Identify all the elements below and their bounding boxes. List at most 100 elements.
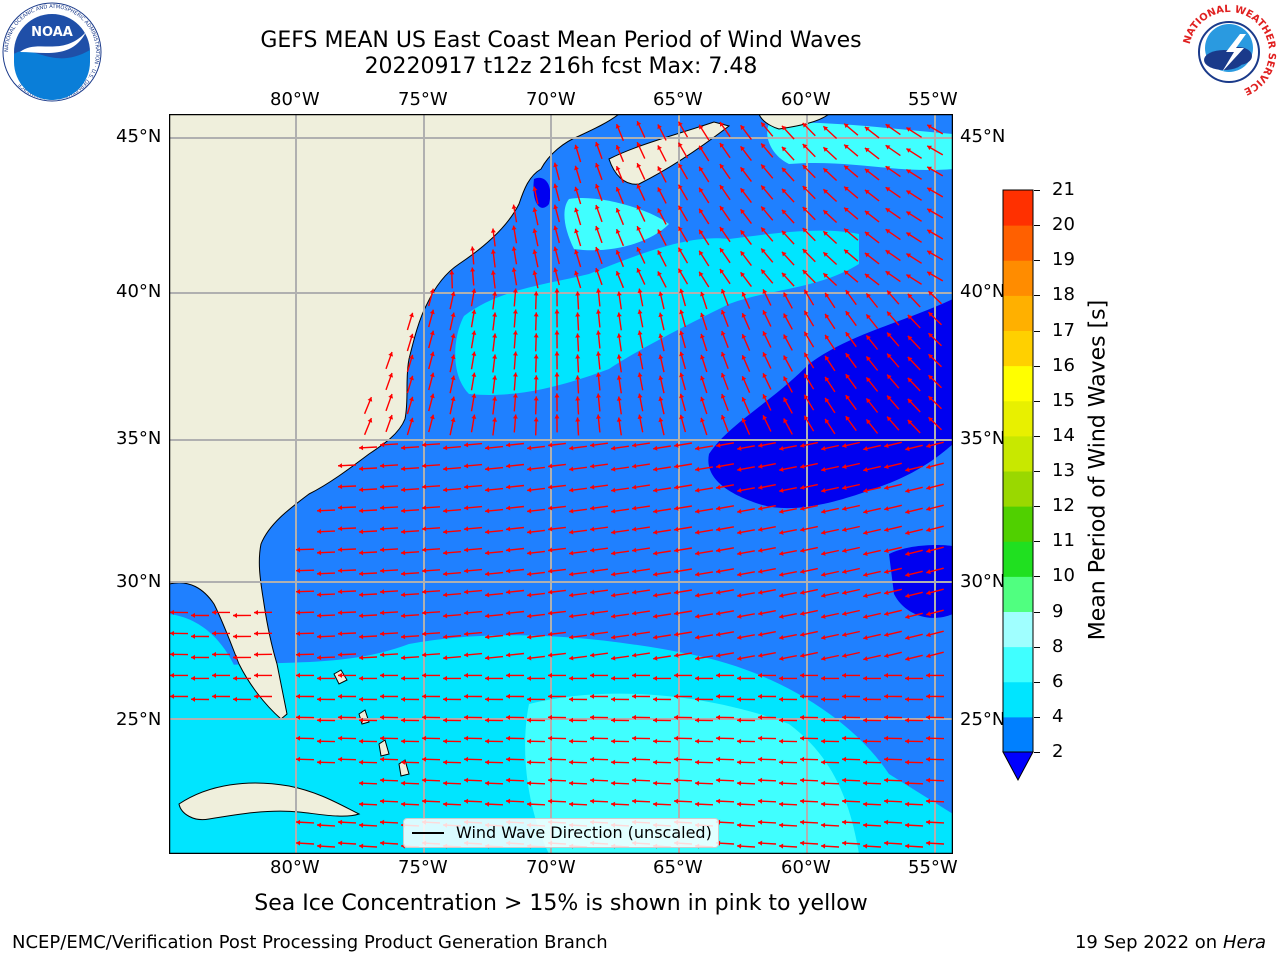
wind-arrow-head [611,780,616,786]
wind-arrow-head [554,393,560,398]
wind-arrow-head [401,571,406,577]
wind-arrow-head [527,759,532,765]
wind-arrow-head [842,840,847,846]
wind-arrow-head [885,145,891,150]
wind-arrow-head [443,780,448,786]
wind-arrow-head [653,717,657,723]
wind-arrow-head [842,798,847,804]
wind-arrow-head [233,634,237,639]
wind-arrow-head [779,843,784,849]
wind-arrow-head [595,142,600,147]
wind-arrow-head [758,610,763,616]
lon-tick-bottom: 55°W [908,857,958,878]
wind-arrow-head [844,207,849,213]
wind-arrow-head [527,571,532,577]
wind-arrow-head [401,445,406,451]
wind-arrow-head [842,464,847,469]
wind-arrow-head [450,396,456,402]
wind-arrow-head [450,291,456,297]
wind-arrow-head [569,550,574,556]
wind-arrow-head [779,675,783,681]
wind-arrow-head [761,248,766,254]
wind-arrow-head [511,225,517,230]
wind-arrow-head [317,655,322,661]
wind-arrow-head [821,801,826,807]
wind-arrow-head [804,394,809,400]
wind-arrow-head [422,442,427,448]
wind-arrow-head [464,505,469,511]
wind-arrow-head [800,569,805,574]
wind-arrow-head [548,547,553,553]
wind-arrow-head [825,334,830,340]
wind-arrow-head [866,419,871,425]
colorbar-extend-min [1002,751,1034,782]
wind-arrow-head [905,759,910,765]
wind-arrow-head [596,288,601,293]
wind-arrow-head [548,693,552,699]
legend-line [412,832,444,834]
wind-arrow-head [927,124,932,130]
wind-arrow-head [737,738,742,744]
wind-arrow-head [422,484,427,490]
wind-arrow-head [884,693,888,699]
wind-arrow-head [695,780,700,786]
wind-arrow-head [492,417,498,422]
wind-arrow-head [464,463,469,469]
wind-arrow-head [595,163,600,168]
wind-arrow-head [926,527,931,533]
wind-arrow-head [485,655,490,661]
wind-arrow-head [658,291,664,297]
wind-arrow-head [737,529,742,535]
wind-arrow-head [388,352,393,357]
wind-arrow-head [569,759,574,765]
wind-arrow-head [863,738,868,744]
wind-arrow-head [679,393,685,399]
chart-subtitle: 20220917 t12z 216h fcst Max: 7.48 [364,54,758,79]
wind-arrow-head [359,634,364,640]
lon-tick-bottom: 80°W [270,857,320,878]
wind-arrow-head [338,484,343,490]
wind-arrow-head [233,696,237,702]
noaa-logo-text: NOAA [31,25,73,40]
wind-arrow-head [653,508,658,514]
wind-arrow-head [716,693,720,699]
wind-arrow-head [359,717,363,723]
wind-arrow-head [762,394,768,399]
wind-arrow-head [512,309,518,314]
wind-arrow-head [548,777,553,783]
wind-arrow-head [636,184,642,189]
wind-arrow-head [485,759,490,765]
wind-arrow-head [422,777,427,783]
wind-arrow-head [758,652,763,658]
wind-arrow-head [569,466,574,472]
wind-arrow-head [296,672,300,678]
colorbar-tick-label: 9 [1052,600,1064,622]
wind-arrow-head [887,353,892,359]
wind-arrow-head [674,777,679,783]
wind-arrow-head [695,759,700,765]
wind-arrows [169,120,945,849]
colorbar-tick-mark [1034,435,1040,437]
lat-tick-right: 40°N [960,281,1006,302]
wind-arrow-head [842,548,847,553]
wind-arrow-head [758,714,762,720]
wind-arrow-head [380,819,385,825]
wind-arrow-head [678,268,683,274]
wind-arrow-head [821,738,826,744]
wind-arrow-head [864,126,870,132]
wind-arrow-head [380,568,385,574]
lon-tick-bottom: 75°W [398,857,448,878]
wind-arrow-head [699,208,704,214]
wind-arrow-head [928,375,934,380]
wind-arrow-head [679,372,685,378]
wind-arrow-head [553,246,559,252]
wind-arrow-head [695,445,700,451]
wind-arrow-head [464,526,469,532]
wind-arrow-head [401,466,406,472]
wind-arrow-head [653,592,658,598]
wind-arrow-head [674,442,679,448]
wind-arrow-head [907,377,913,383]
colorbar-segment [1003,611,1033,648]
wind-arrow-head [844,186,849,192]
wind-arrow-head [485,592,490,598]
